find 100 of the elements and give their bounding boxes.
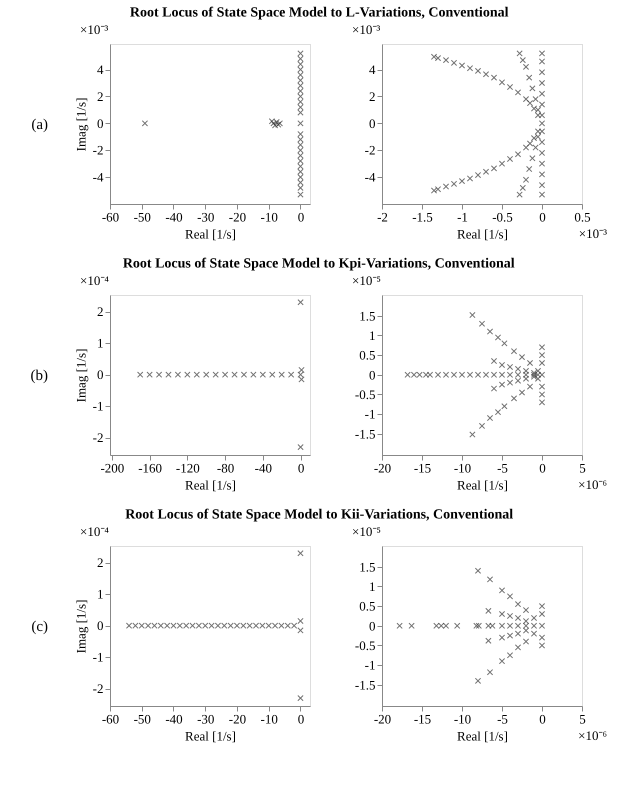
point — [514, 601, 522, 608]
y-tick-label: -0.5 — [354, 638, 376, 653]
point — [203, 372, 210, 378]
point — [476, 622, 482, 629]
point — [231, 372, 238, 378]
x-tick-label: -10 — [454, 712, 472, 726]
point — [396, 622, 403, 629]
point — [250, 372, 257, 378]
y-tick-label: -4 — [364, 170, 376, 185]
point — [498, 587, 506, 594]
y-tick-label: 0 — [369, 618, 376, 634]
point — [297, 174, 304, 180]
point — [146, 372, 153, 378]
point — [297, 184, 304, 192]
point — [297, 147, 304, 154]
text: (c) — [31, 619, 48, 635]
point — [538, 391, 546, 398]
y-tick-label: 2 — [97, 304, 104, 320]
point — [538, 610, 546, 618]
point — [297, 66, 304, 73]
y-tick-label: -1 — [92, 650, 104, 665]
y-tick-label: 0 — [369, 367, 376, 382]
x-axis-title: Real [1/s] — [185, 226, 236, 242]
point — [506, 364, 514, 370]
point — [530, 630, 538, 637]
x-tick-label: -1 — [457, 210, 468, 224]
point — [474, 568, 482, 574]
text: ×10⁻⁵ — [352, 524, 381, 539]
y-tick-label: 1 — [97, 336, 104, 351]
point — [297, 88, 304, 94]
point — [297, 152, 304, 159]
point — [297, 163, 304, 170]
point — [297, 120, 304, 126]
point — [486, 414, 494, 422]
point — [538, 344, 546, 350]
point — [260, 372, 266, 378]
x-tick-label: 0 — [298, 460, 304, 476]
y-tick-label: -4 — [92, 170, 104, 185]
point — [297, 72, 304, 78]
y-axis-title: Imag [1/s] — [74, 98, 89, 152]
point — [454, 622, 460, 629]
y-tick-label: 0 — [97, 367, 104, 382]
point — [498, 381, 506, 388]
y-tick-label: 1.5 — [359, 308, 376, 324]
point — [297, 299, 304, 306]
point — [514, 366, 522, 372]
point — [142, 120, 148, 126]
point — [297, 627, 304, 634]
point — [297, 93, 304, 100]
x-tick-label: -40 — [165, 210, 183, 224]
point — [297, 618, 304, 624]
x-tick-label: 5 — [579, 460, 586, 476]
point — [498, 634, 506, 641]
point — [534, 376, 542, 382]
x-tick-label: -40 — [254, 460, 272, 476]
x-tick-label: -10 — [454, 460, 472, 476]
x-tick-label: -60 — [102, 712, 120, 726]
point — [534, 372, 542, 378]
x-tick-label: 0 — [298, 712, 304, 726]
point — [297, 104, 304, 110]
point — [538, 399, 546, 406]
point — [297, 130, 304, 138]
point — [165, 372, 172, 378]
point — [297, 77, 304, 84]
x-tick-label: -15 — [414, 460, 432, 476]
chart-title: Root Locus of State Space Model to Kii-Variations, Conventional — [125, 508, 514, 522]
point — [297, 56, 304, 62]
point — [474, 678, 482, 684]
x-tick-label: -1.5 — [412, 210, 433, 224]
y-tick-label: -0.5 — [354, 386, 376, 402]
chart-title: Root Locus of State Space Model to L-Variations, Conventional — [130, 6, 509, 20]
y-tick-label: 2 — [97, 88, 104, 104]
x-tick-label: 0 — [539, 460, 546, 476]
point — [534, 368, 542, 374]
point — [297, 158, 304, 164]
x-tick-label: -60 — [102, 210, 120, 224]
x-tick-label: -50 — [134, 210, 151, 224]
y-axis-title: Imag [1/s] — [74, 348, 89, 402]
x-tick-label: -5 — [497, 712, 508, 726]
y-tick-label: -1 — [364, 406, 376, 422]
x-tick-label: -30 — [197, 712, 214, 726]
point — [240, 372, 248, 378]
point — [478, 422, 486, 430]
chart-title: Root Locus of State Space Model to Kpi-Variations, Conventional — [122, 256, 515, 272]
point — [269, 372, 276, 378]
point — [490, 358, 498, 364]
x-axis-title: Real [1/s] — [457, 226, 508, 242]
y-tick-label: 0.5 — [359, 348, 376, 363]
point — [478, 320, 486, 327]
x-tick-label: -40 — [165, 712, 183, 726]
y-tick-label: -1.5 — [354, 426, 376, 442]
y-tick-label: 4 — [97, 62, 104, 78]
point — [518, 389, 526, 396]
point — [518, 354, 526, 360]
y-tick-label: 1 — [369, 578, 376, 594]
x-tick-label: -20 — [374, 460, 392, 476]
point — [514, 378, 522, 384]
point — [510, 395, 518, 402]
text: ×10⁻³ — [352, 22, 380, 37]
point — [212, 372, 219, 378]
